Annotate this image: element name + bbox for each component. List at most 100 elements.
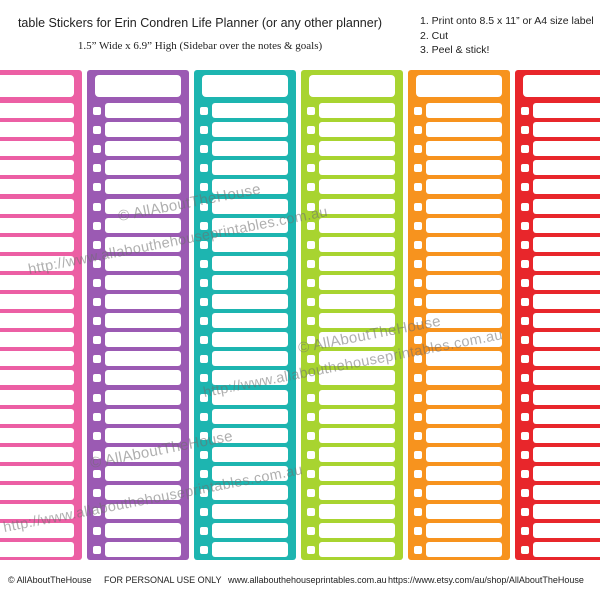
checkbox-dot xyxy=(307,259,315,268)
checkbox-dot xyxy=(307,450,315,459)
checkbox-dot xyxy=(414,508,422,517)
sticker-line-box xyxy=(0,160,74,176)
checkbox-dot xyxy=(521,508,529,517)
sticker-line-box xyxy=(105,313,181,329)
checkbox-dot xyxy=(307,126,315,135)
checkbox-dot xyxy=(521,450,529,459)
checkbox-dot xyxy=(521,355,529,364)
sticker-line-box xyxy=(212,103,288,118)
sticker-line-box xyxy=(319,255,395,271)
sticker-line-box xyxy=(105,523,181,539)
checkbox-dot xyxy=(307,431,315,440)
checkbox-dot xyxy=(521,336,529,345)
sticker-line-box xyxy=(212,160,288,176)
sticker-line-box xyxy=(319,332,395,348)
checkbox-dot xyxy=(200,164,208,173)
checkbox-dot xyxy=(307,355,315,364)
sticker-line-box xyxy=(533,332,600,348)
checkbox-dot xyxy=(521,412,529,421)
sticker-line-box xyxy=(105,255,181,271)
checkbox-dot xyxy=(521,546,529,555)
sticker-line-box xyxy=(105,198,181,214)
sticker-line-box xyxy=(0,217,74,233)
sticker-line-box xyxy=(426,103,502,118)
sticker-line-box xyxy=(319,294,395,309)
sticker-line-box xyxy=(533,408,600,424)
sticker-line-box xyxy=(426,408,502,424)
checkbox-dot xyxy=(200,259,208,268)
sticker-line-box xyxy=(426,217,502,233)
checkbox-dot xyxy=(414,355,422,364)
sticker-line-box xyxy=(0,542,74,558)
sticker-line-box xyxy=(212,332,288,348)
sticker-line-box xyxy=(105,465,181,481)
checkbox-dot xyxy=(93,183,101,192)
checkbox-dot xyxy=(307,489,315,497)
sticker-line-box xyxy=(426,332,502,348)
sticker-line-box xyxy=(212,313,288,329)
checkbox-dot xyxy=(521,469,529,478)
sticker-line-box xyxy=(426,485,502,500)
checkbox-dot xyxy=(93,278,101,287)
sticker-line-box xyxy=(426,465,502,481)
checkbox-dot xyxy=(521,393,529,402)
sticker-line-box xyxy=(533,427,600,443)
instruction-step-1: 1. Print onto 8.5 x 11” or A4 size label xyxy=(420,15,594,27)
page-title: table Stickers for Erin Condren Life Pla… xyxy=(17,16,383,30)
checkbox-dot xyxy=(93,298,101,306)
checkbox-dot xyxy=(307,240,315,249)
checkbox-dot xyxy=(307,317,315,326)
sticker-line-box xyxy=(0,179,74,195)
sticker-line-box xyxy=(319,122,395,138)
checkbox-dot xyxy=(521,183,529,192)
checkbox-dot xyxy=(200,298,208,306)
sticker-line-box xyxy=(212,485,288,500)
sticker-line-box xyxy=(319,485,395,500)
checkbox-dot xyxy=(200,469,208,478)
sticker-line-box xyxy=(319,446,395,462)
sticker-line-box xyxy=(426,255,502,271)
sticker-line-box xyxy=(0,408,74,424)
checkbox-dot xyxy=(93,527,101,536)
checkbox-dot xyxy=(200,126,208,135)
checkbox-dot xyxy=(93,202,101,211)
footer-shop-link[interactable]: https://www.etsy.com/au/shop/AllAboutThe… xyxy=(388,575,584,585)
sticker-column xyxy=(87,70,189,560)
checkbox-dot xyxy=(93,240,101,249)
sticker-line-box xyxy=(533,504,600,520)
page-subtitle: 1.5” Wide x 6.9” High (Sidebar over the … xyxy=(77,40,323,52)
checkbox-dot xyxy=(521,202,529,211)
sticker-line-box xyxy=(0,294,74,309)
checkbox-dot xyxy=(521,298,529,306)
sticker-header-box xyxy=(95,75,181,97)
checkbox-dot xyxy=(93,107,101,115)
checkbox-dot xyxy=(200,278,208,287)
sticker-line-box xyxy=(0,523,74,539)
checkbox-dot xyxy=(93,546,101,555)
checkbox-dot xyxy=(521,107,529,115)
checkbox-dot xyxy=(414,527,422,536)
sticker-line-box xyxy=(105,504,181,520)
checkbox-dot xyxy=(200,450,208,459)
sticker-line-box xyxy=(0,313,74,329)
instructions: 1. Print onto 8.5 x 11” or A4 size label… xyxy=(420,14,600,58)
checkbox-dot xyxy=(414,202,422,211)
sticker-line-box xyxy=(319,408,395,424)
checkbox-dot xyxy=(307,374,315,383)
checkbox-dot xyxy=(521,489,529,497)
checkbox-dot xyxy=(521,278,529,287)
sticker-line-box xyxy=(0,274,74,290)
sticker-line-box xyxy=(533,122,600,138)
checkbox-dot xyxy=(93,508,101,517)
sticker-line-box xyxy=(105,427,181,443)
sticker-line-box xyxy=(105,103,181,118)
sticker-line-box xyxy=(212,370,288,386)
checkbox-dot xyxy=(307,221,315,230)
sticker-line-box xyxy=(212,465,288,481)
checkbox-dot xyxy=(521,126,529,135)
sticker-column xyxy=(408,70,510,560)
checkbox-dot xyxy=(414,278,422,287)
sticker-line-box xyxy=(105,141,181,157)
checkbox-dot xyxy=(200,412,208,421)
checkbox-dot xyxy=(307,393,315,402)
